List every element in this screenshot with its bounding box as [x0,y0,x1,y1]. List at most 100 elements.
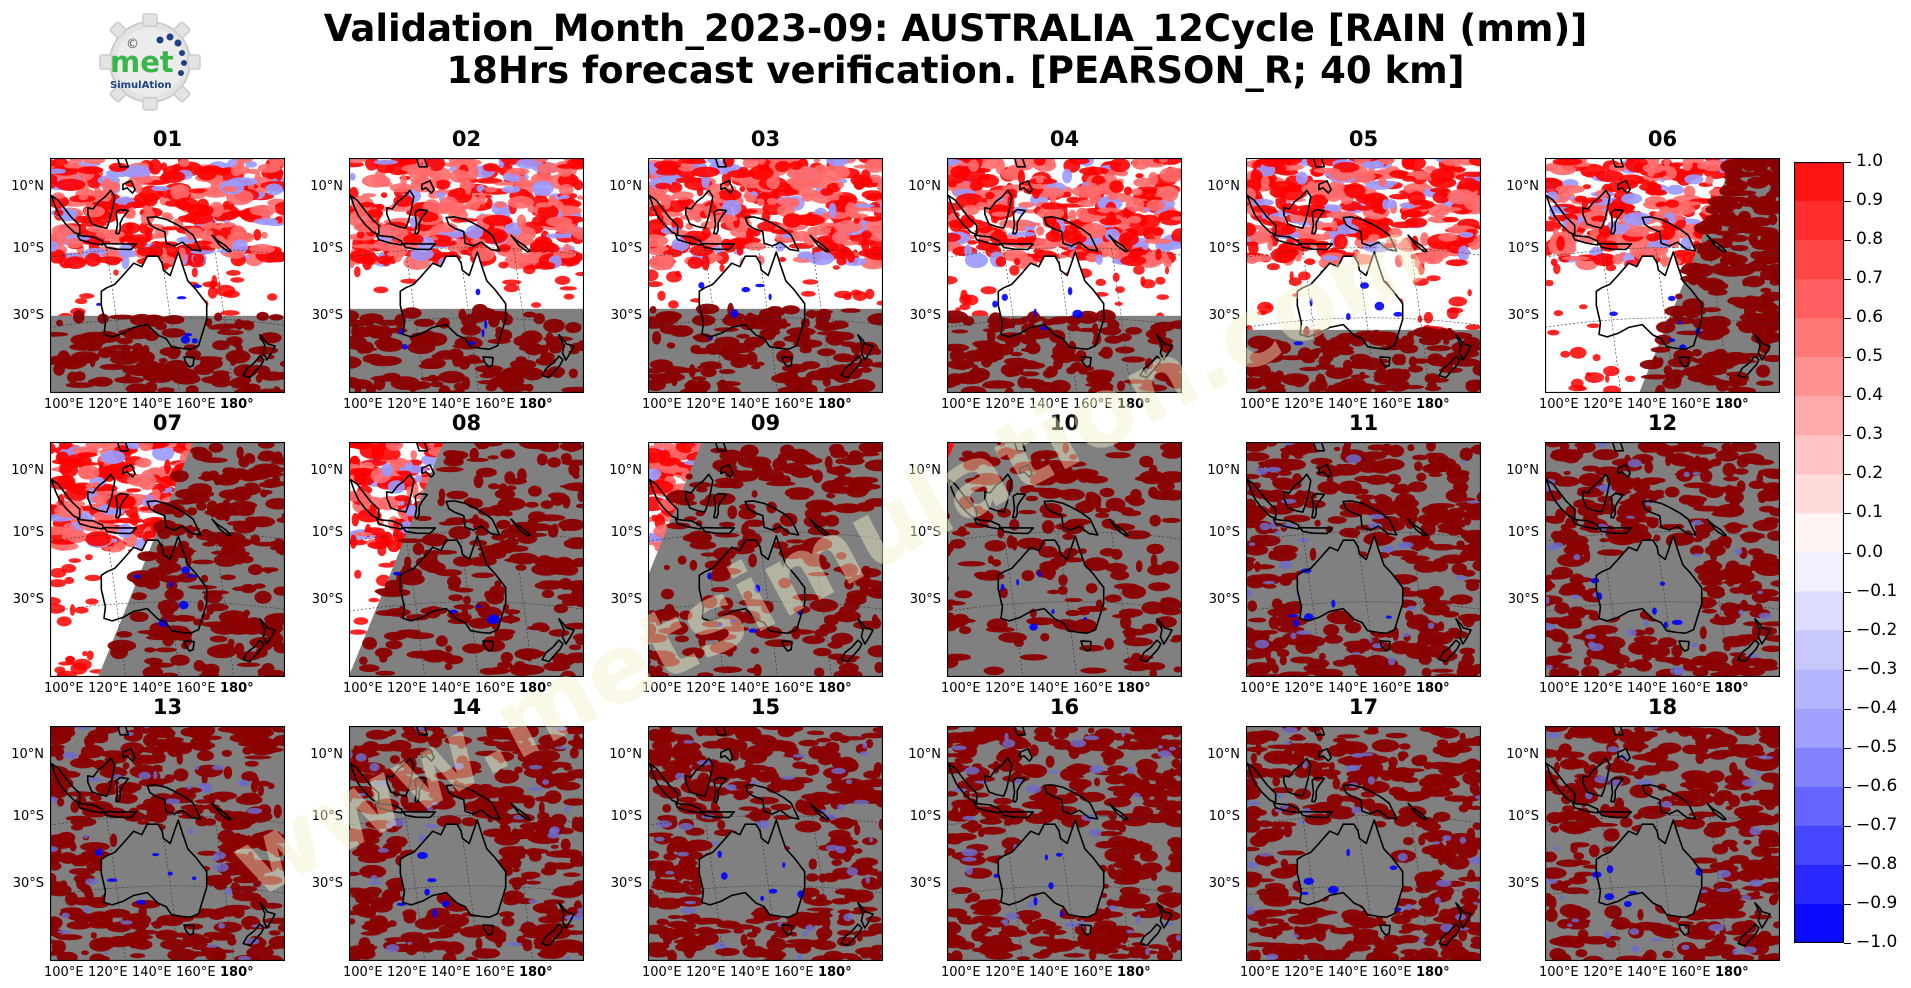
lon-label: 140°E [730,965,770,980]
panel-title: 12 [1647,411,1678,435]
lat-label: 10°N [310,178,343,194]
panel-title: 10 [1049,411,1080,435]
colorbar-bin [1794,474,1844,515]
colorbar-bin [1794,201,1844,241]
logo-dots [156,33,187,76]
lat-label: 10°N [11,462,44,478]
lon-label: 140°E [1029,397,1069,412]
lat-label: 10°S [610,525,642,541]
map-panel-09 [648,442,883,677]
coastlines [349,442,575,663]
lat-label: 10°N [1506,178,1539,194]
lon-label: 100°E [343,965,383,980]
map-panel-14 [349,726,584,961]
colorbar-tick-label: 0.3 [1856,424,1884,445]
colorbar-tick [1844,435,1851,437]
lon-label: 100°E [343,681,383,696]
lon-label: 100°E [44,965,84,980]
coastlines [648,442,874,663]
lat-label: 30°S [909,591,941,607]
lon-label: 120°E [1583,397,1623,412]
map-panel-05 [1246,158,1481,393]
coastlines [50,726,276,947]
strong-correlation-field [648,302,883,393]
lon-label: 140°E [1029,965,1069,980]
panel-title: 03 [750,127,781,151]
graticule [1246,815,1481,961]
lat-label: 10°S [311,809,343,825]
lon-label: 120°E [985,681,1025,696]
lon-label: 120°E [387,965,427,980]
lon-label: 180° [519,681,553,696]
colorbar-bin [1794,396,1844,436]
strong-correlation-field [349,303,584,393]
map-frame [349,158,584,393]
lon-label: 180° [220,397,254,412]
strong-correlation-field [648,442,883,677]
lon-label: 160°E [475,965,515,980]
lon-label: 160°E [1073,681,1113,696]
lat-label: 30°S [909,875,941,891]
logo-copyright: © [126,37,139,52]
lon-label: 160°E [1372,681,1412,696]
lat-label: 10°S [909,525,941,541]
colorbar-tick-label: 1.0 [1856,151,1884,171]
strong-correlation-field [1639,158,1780,393]
lon-label: 100°E [1539,681,1579,696]
strong-correlation-field [947,442,1182,677]
map-panel-13 [50,726,285,961]
lon-label: 140°E [1328,965,1368,980]
colorbar-tick-label: −1.0 [1856,932,1898,952]
lat-label: 10°S [12,809,44,825]
strong-correlation-field [50,309,285,393]
map-frame [1246,158,1481,393]
lon-label: 160°E [1372,965,1412,980]
lat-label: 10°N [908,462,941,478]
colorbar-bin [1794,864,1844,905]
colorbar-tick-label: −0.9 [1856,892,1898,913]
lat-label: 30°S [1208,875,1240,891]
lat-label: 10°S [311,525,343,541]
lat-label: 30°S [12,591,44,607]
colorbar-bin [1794,591,1844,632]
lon-label: 100°E [44,397,84,412]
lon-label: 180° [220,965,254,980]
coastlines [50,442,276,663]
panel-title: 04 [1049,127,1080,151]
lon-label: 180° [818,397,852,412]
strong-correlation-field [947,309,1182,393]
map-panel-17 [1246,726,1481,961]
lon-label: 120°E [686,681,726,696]
lon-label: 160°E [1671,681,1711,696]
panel-title: 09 [750,411,781,435]
lat-label: 30°S [311,591,343,607]
lat-label: 30°S [1507,875,1539,891]
map-panel-01 [50,158,285,393]
lat-label: 10°N [609,178,642,194]
lat-label: 30°S [610,307,642,323]
coastlines [349,158,575,379]
lon-label: 140°E [431,681,471,696]
graticule [648,247,883,393]
colorbar-tick [1844,240,1851,242]
colorbar-bin [1794,435,1844,475]
lon-label: 100°E [1240,965,1280,980]
colorbar-tick [1844,864,1851,866]
colorbar-tick-label: 0.6 [1856,307,1884,328]
lon-label: 120°E [1284,397,1324,412]
lat-label: 10°S [1507,809,1539,825]
lon-label: 160°E [1671,965,1711,980]
lat-label: 10°S [12,241,44,257]
lon-label: 120°E [985,965,1025,980]
colorbar-tick [1844,825,1851,827]
lon-label: 140°E [1627,397,1667,412]
panel-title: 13 [152,695,183,719]
lon-label: 140°E [1627,681,1667,696]
colorbar-bin [1794,240,1844,280]
lat-label: 30°S [1507,591,1539,607]
coastlines [1545,726,1771,947]
lon-label: 180° [1117,397,1151,412]
lon-label: 180° [519,965,553,980]
graticule [50,247,285,393]
lat-label: 10°N [1207,462,1240,478]
